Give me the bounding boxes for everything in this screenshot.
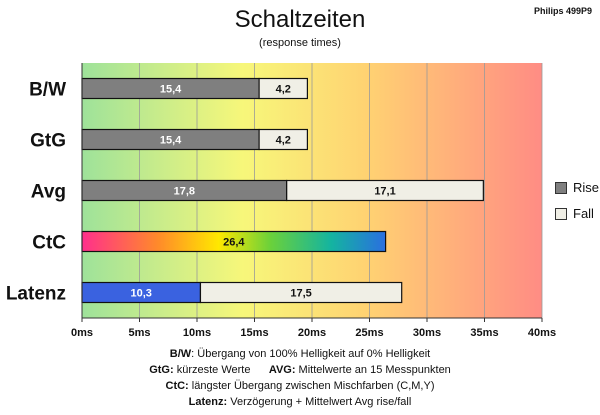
bar-fall bbox=[286, 179, 484, 202]
data-label-rise: 15,4 bbox=[160, 135, 182, 147]
explanation-notes: B/W: Übergang von 100% Helligkeit auf 0%… bbox=[0, 346, 600, 410]
note-bw: B/W: Übergang von 100% Helligkeit auf 0%… bbox=[169, 348, 431, 360]
monitor-model-label: Philips 499P9 bbox=[533, 6, 592, 16]
data-label-rise: 15,4 bbox=[160, 84, 182, 96]
data-label-fall: 4,2 bbox=[276, 135, 291, 147]
legend-fall: Fall bbox=[555, 206, 594, 221]
bar-fall bbox=[199, 281, 403, 304]
legend-fall-swatch bbox=[555, 207, 567, 220]
note-gtg-avg: GtG: kürzeste Werte AVG: Mittelwerte an … bbox=[149, 364, 451, 376]
x-tick-label: 5ms bbox=[128, 327, 150, 339]
chart-subtitle: (response times) bbox=[259, 37, 341, 49]
legend-rise-label: Rise bbox=[573, 180, 600, 195]
note-ctc: CtC: längster Übergang zwischen Mischfar… bbox=[165, 380, 435, 392]
legend-fall-label: Fall bbox=[573, 206, 594, 221]
chart-title: Schaltzeiten bbox=[234, 6, 366, 33]
data-label-rise: 26,4 bbox=[223, 237, 245, 249]
x-tick-label: 30ms bbox=[413, 327, 441, 339]
x-tick-label: 25ms bbox=[355, 327, 383, 339]
category-label: GtG bbox=[30, 131, 66, 152]
category-label: B/W bbox=[29, 80, 66, 101]
bar-fall bbox=[258, 77, 309, 100]
category-label: Latenz bbox=[6, 284, 66, 305]
data-label-fall: 17,5 bbox=[290, 288, 311, 300]
data-label-rise: 10,3 bbox=[131, 288, 152, 300]
data-label-fall: 17,1 bbox=[374, 186, 395, 198]
data-label-fall: 4,2 bbox=[276, 84, 291, 96]
response-time-chart: 15,4 4,2 15,4 4,2 17,8 17,1 26,4 10,3 17,5 B/W Gt… bbox=[6, 63, 556, 339]
x-tick-label: 35ms bbox=[470, 327, 498, 339]
legend-rise-swatch bbox=[555, 181, 567, 194]
category-label: CtC bbox=[32, 233, 66, 254]
x-tick-label: 20ms bbox=[298, 327, 326, 339]
note-latenz: Latenz: Verzögerung + Mittelwert Avg ris… bbox=[188, 396, 412, 408]
legend-rise: Rise bbox=[555, 180, 599, 195]
x-tick-label: 40ms bbox=[528, 327, 556, 339]
x-tick-label: 15ms bbox=[240, 327, 268, 339]
category-label: Avg bbox=[31, 182, 66, 203]
data-label-rise: 17,8 bbox=[174, 186, 195, 198]
x-tick-label: 10ms bbox=[183, 327, 211, 339]
bar-fall bbox=[258, 128, 309, 151]
x-tick-label: 0ms bbox=[71, 327, 93, 339]
